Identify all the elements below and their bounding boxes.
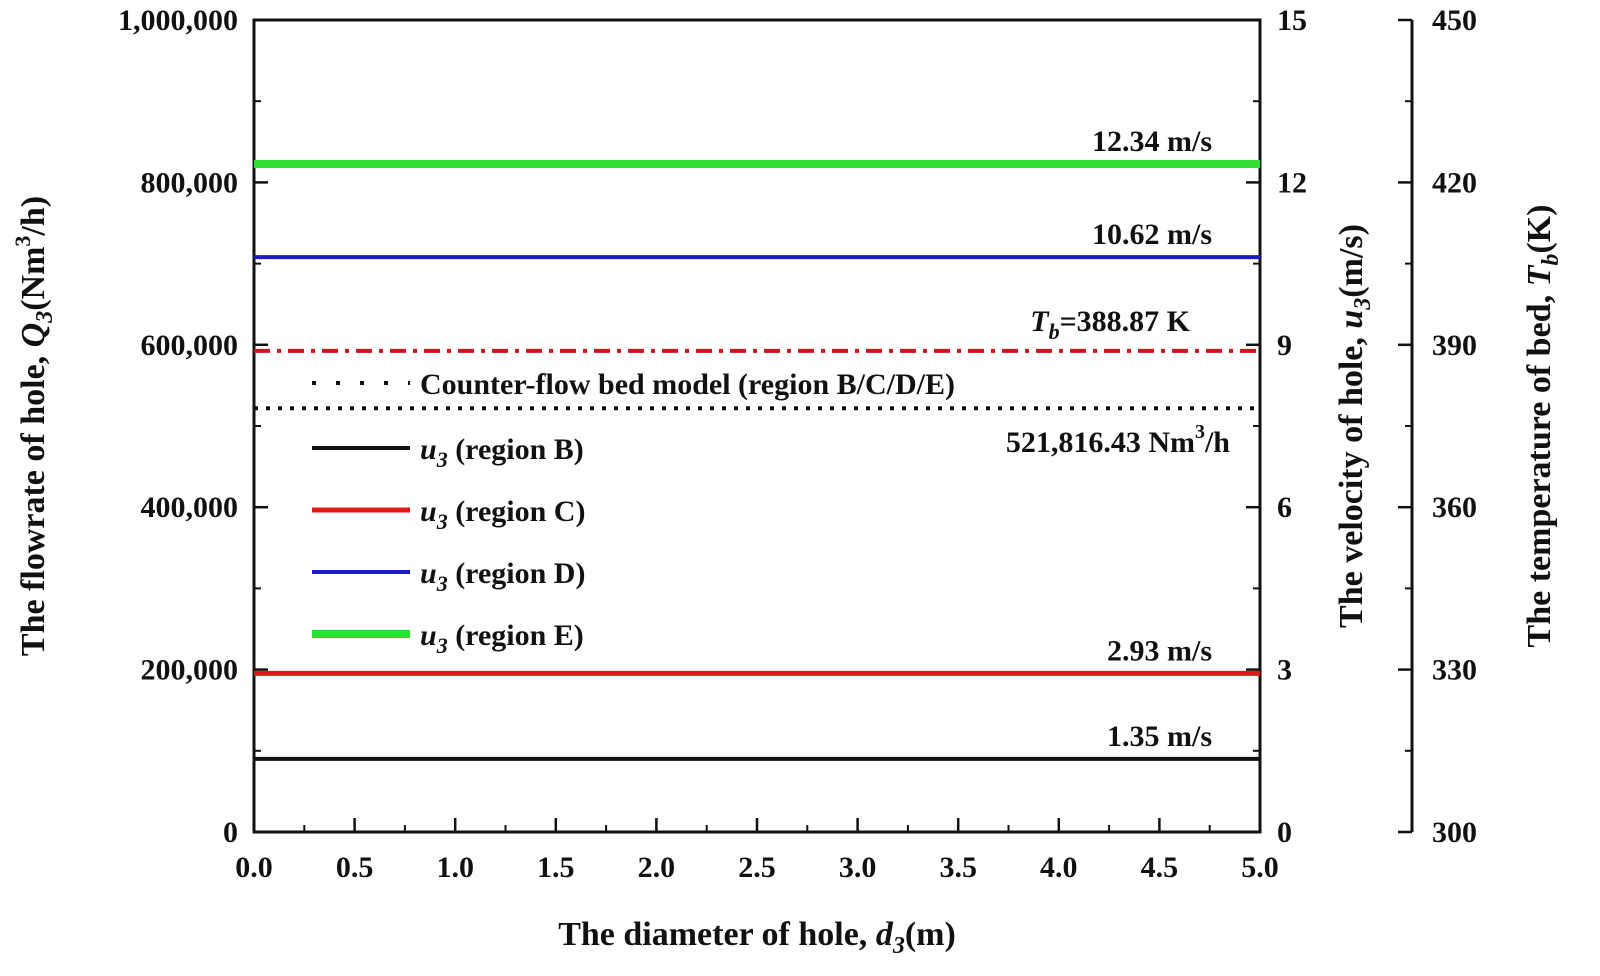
y-right1-tick-label: 9 xyxy=(1277,329,1292,362)
y-right1-tick-label: 15 xyxy=(1277,4,1307,37)
y-right1-tick-label: 12 xyxy=(1277,166,1307,199)
annotation-B: 1.35 m/s xyxy=(1107,720,1212,753)
annotation-C: 2.93 m/s xyxy=(1107,634,1212,667)
legend-label-D: u3 (region D) xyxy=(420,557,585,596)
annotation-Tb: Tb=388.87 K xyxy=(1030,305,1190,344)
annotations: 1.35 m/s 2.93 m/s 10.62 m/s 12.34 m/s 521,81… xyxy=(1006,125,1230,753)
tick-labels: 0.0 0.5 1.0 1.5 2.0 2.5 3.0 3.5 4.0 4.5 5.00200,00… xyxy=(118,4,1477,884)
annotation-E: 12.34 m/s xyxy=(1092,125,1212,158)
y-axis-left-title: The flowrate of hole, Q3(Nm3/h) xyxy=(10,196,58,656)
x-tick-label: 2.5 xyxy=(738,851,776,884)
y-right2-tick-label: 390 xyxy=(1432,329,1477,362)
x-tick-label: 4.5 xyxy=(1141,851,1179,884)
y-right1-tick-label: 6 xyxy=(1277,491,1292,524)
y-right1-tick-label: 3 xyxy=(1277,654,1292,687)
x-tick-label: 0.5 xyxy=(336,851,374,884)
x-tick-label: 4.0 xyxy=(1040,851,1078,884)
x-tick-label: 3.0 xyxy=(839,851,877,884)
x-tick-label: 1.5 xyxy=(537,851,575,884)
legend-label-CF: Counter-flow bed model (region B/C/D/E) xyxy=(420,368,955,401)
x-tick-label: 2.0 xyxy=(638,851,676,884)
legend-label-E: u3 (region E) xyxy=(420,619,584,658)
x-tick-label: 0.0 xyxy=(235,851,273,884)
legend-label-C: u3 (region C) xyxy=(420,495,585,534)
annotation-CF: 521,816.43 Nm3/h xyxy=(1006,421,1230,459)
annotation-D: 10.62 m/s xyxy=(1092,218,1212,251)
y-left-tick-label: 600,000 xyxy=(141,329,239,362)
x-tick-label: 5.0 xyxy=(1241,851,1279,884)
y-right2-tick-label: 420 xyxy=(1432,166,1477,199)
x-tick-label: 3.5 xyxy=(939,851,977,884)
x-axis-title: The diameter of hole, d3(m) xyxy=(558,916,956,959)
legend: Counter-flow bed model (region B/C/D/E) u… xyxy=(312,368,955,658)
y-right2-tick-label: 300 xyxy=(1432,816,1477,849)
y-left-tick-label: 1,000,000 xyxy=(118,4,238,37)
y-left-tick-label: 400,000 xyxy=(141,491,239,524)
y-right2-tick-label: 330 xyxy=(1432,654,1477,687)
series-lines xyxy=(254,159,1260,761)
y-right1-tick-label: 0 xyxy=(1277,816,1292,849)
y-left-tick-label: 0 xyxy=(223,816,238,849)
legend-label-B: u3 (region B) xyxy=(420,433,584,472)
x-tick-label: 1.0 xyxy=(436,851,474,884)
y-left-tick-label: 200,000 xyxy=(141,654,239,687)
y-right2-tick-label: 360 xyxy=(1432,491,1477,524)
y-right2-tick-label: 450 xyxy=(1432,4,1477,37)
y-axis-right1-title: The velocity of hole, u3(m/s) xyxy=(1333,224,1376,628)
y-axis-right2-title: The temperature of bed, Tb(K) xyxy=(1521,205,1564,648)
axis-ticks xyxy=(252,18,1412,834)
y-left-tick-label: 800,000 xyxy=(141,166,239,199)
